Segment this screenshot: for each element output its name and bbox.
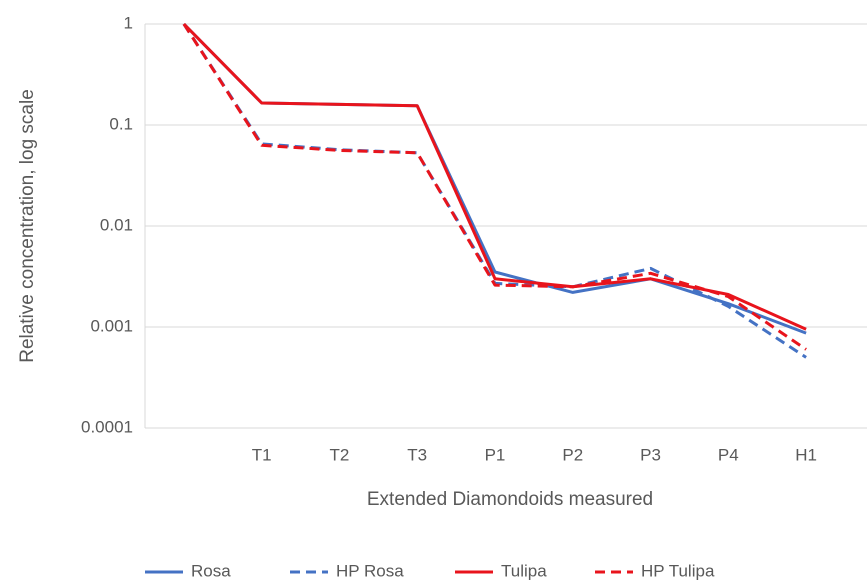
y-axis-label: Relative concentration, log scale [17, 89, 38, 363]
y-tick-label: 0.0001 [81, 417, 133, 436]
y-tick-label: 0.01 [100, 215, 133, 234]
x-tick-label: T3 [407, 445, 427, 464]
x-tick-label: P2 [562, 445, 583, 464]
x-tick-label: P1 [485, 445, 506, 464]
legend-label: HP Tulipa [641, 561, 715, 580]
x-tick-label: P3 [640, 445, 661, 464]
legend-label: Rosa [191, 561, 231, 580]
x-tick-label: H1 [795, 445, 817, 464]
x-tick-label: P4 [718, 445, 739, 464]
x-axis-label: Extended Diamondoids measured [367, 489, 653, 510]
legend-label: Tulipa [501, 561, 547, 580]
series-line [182, 22, 807, 335]
y-tick-label: 1 [124, 13, 133, 32]
series-line [182, 23, 807, 359]
x-tick-label: T1 [252, 445, 272, 464]
x-tick-label: T2 [330, 445, 350, 464]
y-tick-label: 0.1 [109, 114, 133, 133]
series-line [182, 23, 807, 351]
legend-label: HP Rosa [336, 561, 404, 580]
y-tick-label: 0.001 [90, 316, 133, 335]
